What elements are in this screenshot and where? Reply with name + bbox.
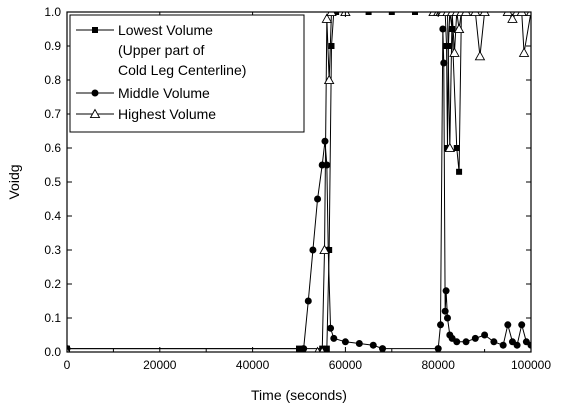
data-point-triangle xyxy=(518,47,530,57)
x-tick-label: 40000 xyxy=(236,358,270,372)
data-point-circle xyxy=(490,338,498,346)
data-point-circle xyxy=(518,321,526,329)
data-point-square xyxy=(365,12,372,15)
data-point-circle xyxy=(513,341,521,349)
data-point-triangle xyxy=(525,12,531,17)
data-point-square xyxy=(328,43,335,49)
data-point-square xyxy=(453,145,460,151)
data-point-square xyxy=(333,12,340,15)
data-point-triangle xyxy=(323,74,335,85)
y-tick-label: 0.9 xyxy=(44,39,61,53)
data-point-triangle xyxy=(453,23,465,34)
legend-label: (Upper part of xyxy=(118,42,204,58)
y-tick-label: 0.6 xyxy=(44,141,61,155)
data-point-triangle xyxy=(319,244,330,255)
data-point-circle xyxy=(341,338,349,346)
x-tick-label: 80000 xyxy=(422,358,456,372)
legend-label: Highest Volume xyxy=(118,106,216,122)
data-point-triangle xyxy=(449,47,460,57)
legend-label: Lowest Volume xyxy=(118,22,213,38)
data-point-triangle xyxy=(444,142,456,153)
data-point-circle xyxy=(323,161,331,169)
data-point-square xyxy=(456,168,463,175)
data-point-triangle xyxy=(474,50,486,61)
y-tick-label: 0.3 xyxy=(44,243,61,257)
legend-item: Lowest Volume (Upper part of Cold Leg Cen… xyxy=(76,22,246,78)
data-point-circle xyxy=(355,340,363,347)
y-tick-label: 0.0 xyxy=(44,345,61,359)
legend-item: Highest Volume xyxy=(76,106,216,122)
data-point-circle xyxy=(321,137,329,145)
legend-item: Middle Volume xyxy=(76,85,210,101)
data-point-triangle xyxy=(326,12,337,17)
data-point-square xyxy=(388,12,395,15)
legend: Lowest Volume (Upper part of Cold Leg Cen… xyxy=(69,14,305,133)
data-point-circle xyxy=(91,89,99,97)
data-point-square xyxy=(412,12,418,15)
data-point-circle xyxy=(314,195,322,203)
data-point-circle xyxy=(443,314,451,322)
data-point-triangle xyxy=(507,13,518,23)
legend-box xyxy=(69,14,305,133)
y-tick-label: 0.8 xyxy=(44,73,61,87)
data-point-circle xyxy=(439,25,447,33)
data-point-circle xyxy=(440,59,448,67)
data-point-circle xyxy=(453,338,461,346)
series-layer xyxy=(67,12,531,352)
y-tick-label: 0.7 xyxy=(44,107,61,121)
data-point-circle xyxy=(300,345,308,352)
data-point-triangle xyxy=(89,108,101,119)
data-point-circle xyxy=(330,334,338,342)
data-point-triangle xyxy=(502,12,514,17)
data-point-triangle xyxy=(470,12,481,17)
data-point-circle xyxy=(442,287,450,295)
data-point-triangle xyxy=(516,12,527,17)
legend-label: Cold Leg Centerline) xyxy=(118,62,246,78)
legend-label: Middle Volume xyxy=(118,85,210,101)
data-point-square xyxy=(323,345,330,352)
data-point-circle xyxy=(441,307,449,315)
x-tick-label: 60000 xyxy=(329,358,363,372)
y-axis-label: Voidg xyxy=(6,164,22,199)
x-tick-label: 0 xyxy=(64,358,71,372)
data-point-triangle xyxy=(460,12,472,17)
data-point-circle xyxy=(309,246,317,254)
y-tick-label: 0.4 xyxy=(44,209,61,223)
y-tick-label: 0.2 xyxy=(44,277,61,291)
data-point-circle xyxy=(504,321,512,329)
y-tick-label: 0.5 xyxy=(44,175,61,189)
data-point-circle xyxy=(462,338,470,346)
x-axis: 0 20000 40000 60000 80000 100000 xyxy=(64,12,551,372)
data-point-circle xyxy=(369,341,377,349)
x-tick-label: 100000 xyxy=(511,358,551,372)
y-tick-label: 0.1 xyxy=(44,311,61,325)
data-point-square xyxy=(92,27,98,33)
x-axis-label: Time (seconds) xyxy=(251,387,347,403)
data-point-circle xyxy=(304,297,312,305)
data-point-circle xyxy=(499,341,507,349)
data-point-circle xyxy=(481,331,489,339)
data-point-circle xyxy=(437,321,445,329)
data-point-triangle xyxy=(321,13,333,23)
data-point-circle xyxy=(327,324,335,332)
y-axis: 0.0 0.1 0.2 0.3 0.4 0.5 0.6 0.7 0.8 0.9 1.0 xyxy=(44,5,531,359)
data-point-circle xyxy=(527,341,531,349)
y-tick-label: 1.0 xyxy=(44,5,61,19)
data-point-triangle xyxy=(479,12,490,17)
data-point-circle xyxy=(471,334,479,342)
x-tick-label: 20000 xyxy=(143,358,177,372)
data-point-circle xyxy=(379,345,387,352)
